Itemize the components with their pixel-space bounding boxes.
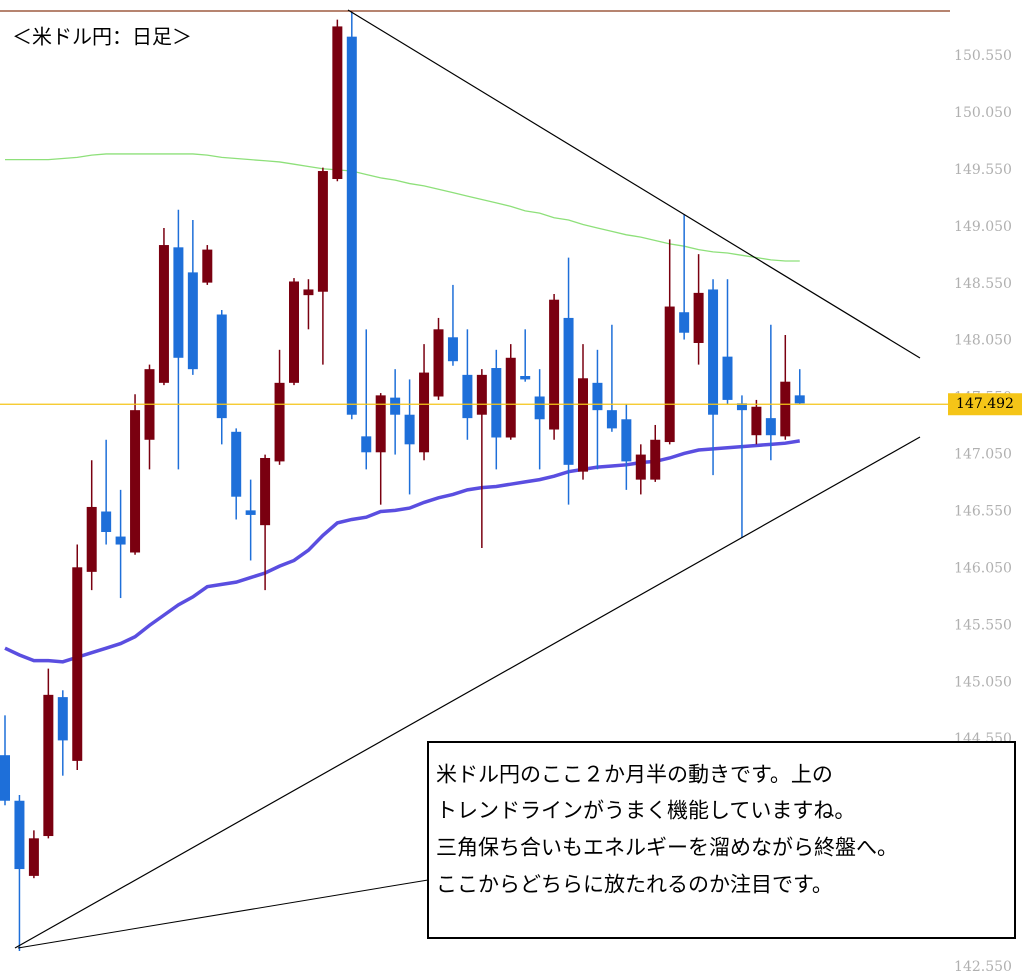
y-tick-label: 149.050 [954, 219, 1012, 235]
candle-body [274, 382, 285, 462]
current-price-label: 147.492 [956, 396, 1014, 412]
annotation-box [427, 741, 1016, 939]
y-tick-label: 147.050 [954, 447, 1012, 463]
candle-body [549, 299, 560, 430]
candle-body [404, 414, 415, 445]
candle-body [173, 247, 184, 358]
candle-body [231, 431, 242, 497]
candle-body [72, 567, 83, 761]
callout-pointer [17, 879, 429, 949]
candle-body [534, 396, 545, 420]
candle-body [606, 410, 617, 429]
candle-body [390, 397, 401, 415]
candle-body [765, 418, 776, 436]
candle-body [650, 439, 661, 480]
candle-body [708, 289, 719, 415]
candle-body [317, 171, 328, 292]
candle-body [419, 372, 430, 453]
candle-body [332, 26, 343, 180]
candle-body [187, 272, 198, 370]
candle-body [722, 356, 733, 400]
candle-body [86, 506, 97, 572]
candles [0, 11, 805, 952]
candle-body [520, 376, 531, 380]
candle-body [563, 317, 574, 465]
candle-body [751, 406, 762, 436]
candle-body [43, 694, 54, 837]
y-tick-label: 142.550 [954, 959, 1012, 972]
candle-body [361, 436, 372, 453]
candle-body [664, 306, 675, 443]
current-price: 147.492 [0, 393, 1022, 416]
moving-average [4, 439, 801, 664]
y-tick-label: 150.550 [954, 48, 1012, 64]
candle-body [289, 281, 299, 383]
candle-body [245, 510, 256, 515]
moving-average [5, 153, 800, 262]
candle-body [216, 314, 227, 419]
candle-body [375, 395, 386, 453]
candle-body [57, 697, 68, 741]
candle-body [303, 289, 314, 296]
candle-body [462, 374, 473, 419]
lower-trendline [14, 436, 921, 949]
candle-body [794, 395, 805, 404]
candle-body [578, 378, 588, 472]
candle-body [693, 292, 704, 343]
y-tick-label: 145.050 [954, 674, 1012, 690]
candle-body [433, 329, 444, 397]
candle-body [621, 419, 632, 462]
current-price-box [948, 393, 1022, 416]
candle-body [14, 800, 25, 870]
annotation-line: トレンドラインがうまく機能していますね。 [436, 799, 855, 823]
candle-body [780, 381, 791, 437]
chart-title: ＜米ドル円：日足＞ [12, 25, 192, 49]
candle-body [115, 536, 126, 545]
candle-body [592, 382, 603, 411]
candle-body [635, 454, 646, 480]
candle-body [736, 403, 747, 411]
y-tick-label: 146.050 [954, 560, 1012, 576]
candle-body [679, 312, 690, 333]
candle-body [158, 245, 169, 383]
moving-averages [4, 153, 801, 664]
candle-body [130, 410, 141, 553]
candle-body [447, 337, 458, 362]
y-tick-label: 148.550 [954, 276, 1012, 292]
y-tick-label: 145.550 [954, 617, 1012, 633]
upper-trendline [347, 9, 921, 359]
annotation-line: 米ドル円のここ２か月半の動きです。上の [436, 763, 833, 787]
annotation-line: ここからどちらに放たれるのか注目です。 [436, 873, 833, 897]
y-tick-label: 150.050 [954, 105, 1012, 121]
candle-body [0, 755, 10, 801]
candle-body [28, 838, 39, 876]
candle-body [476, 374, 487, 415]
candle-body [260, 457, 271, 526]
candle-body [491, 368, 502, 438]
candle-body [346, 36, 357, 415]
candle-body [101, 511, 112, 533]
candle-body [202, 249, 213, 283]
annotation-line: 三角保ち合いもエネルギーを溜めながら終盤へ。 [436, 836, 898, 860]
candle-body [505, 357, 516, 438]
y-tick-label: 148.050 [954, 333, 1012, 349]
y-tick-label: 146.550 [954, 504, 1012, 520]
y-tick-label: 149.550 [954, 162, 1012, 178]
